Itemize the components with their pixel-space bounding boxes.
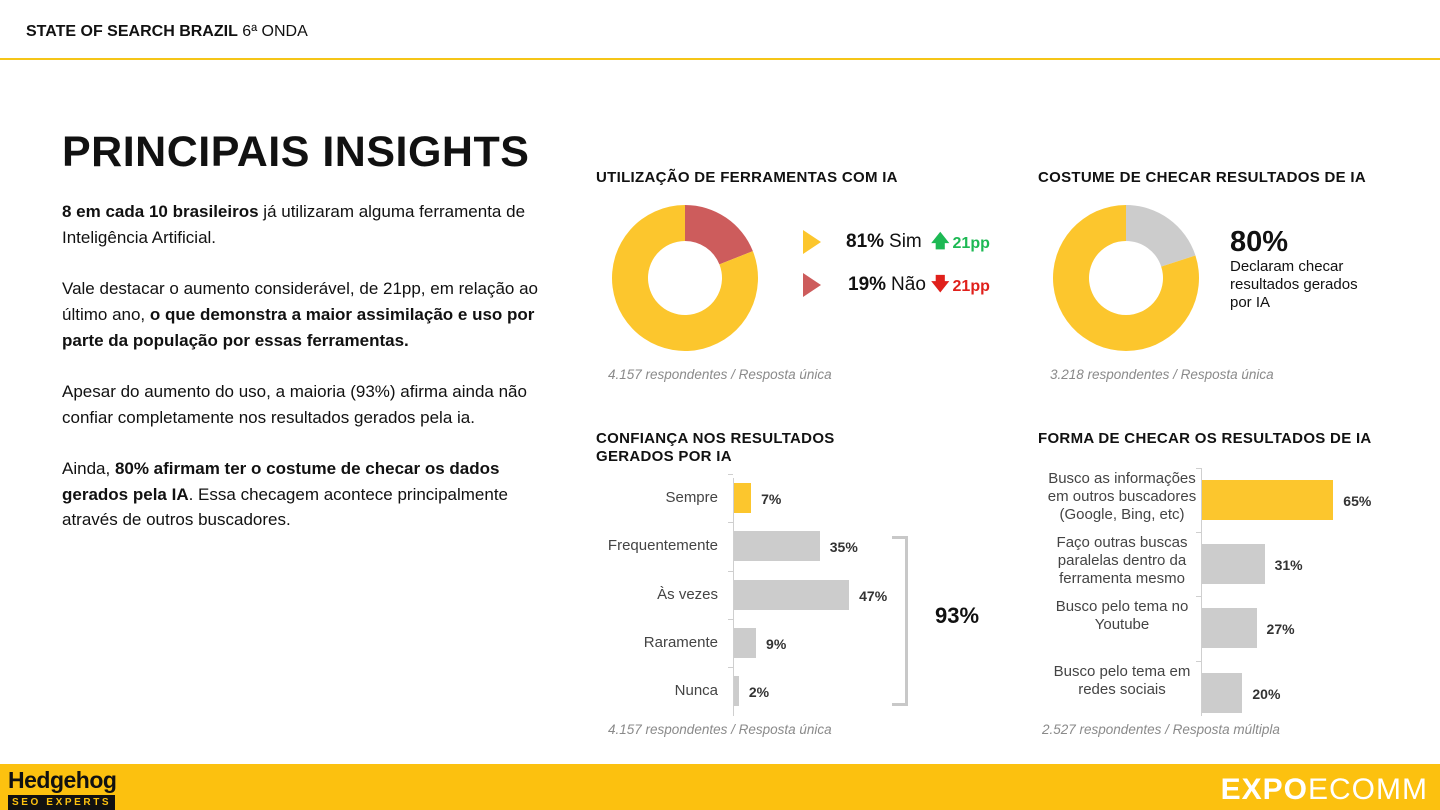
method-tick <box>1196 532 1201 534</box>
usage-slice-1 <box>612 205 758 351</box>
trust-bar <box>734 531 820 562</box>
legend-yes-change: 🡅 21pp <box>931 229 990 259</box>
method-tick <box>1196 468 1201 469</box>
trust-tick <box>728 570 733 572</box>
trust-tick <box>728 474 733 475</box>
trust-bar-value: 35% <box>829 539 858 556</box>
page-title: PRINCIPAIS INSIGHTS <box>62 128 530 176</box>
method-bar-value: 65% <box>1343 493 1372 509</box>
trust-bar <box>734 676 739 707</box>
legend-no-label: Não <box>891 274 926 295</box>
usage-donut-chart <box>612 205 758 351</box>
legend-no: 19% Não <box>803 273 926 297</box>
trust-bar-label: Raramente <box>643 633 718 651</box>
method-bar-value: 27% <box>1266 621 1295 638</box>
insight-paragraph-3: Apesar do aumento do uso, a maioria (93%… <box>62 381 527 427</box>
trust-bar-value: 9% <box>766 635 787 652</box>
method-tick <box>1196 596 1201 598</box>
trust-bracket <box>892 536 908 706</box>
trust-bar <box>734 579 850 610</box>
check-habit-value: 80% <box>1230 226 1289 258</box>
top-bar: STATE OF SEARCH BRAZIL 6ª ONDA <box>0 0 1440 60</box>
trust-footnote: 4.157 respondentes / Resposta única <box>608 722 832 737</box>
trust-bar-label: Frequentemente <box>607 537 718 555</box>
legend-no-change: 🡇 21pp <box>931 272 990 302</box>
insight-paragraph-1: 8 em cada 10 brasileiros já utilizaram a… <box>62 202 526 247</box>
check-habit-description: Declaram checar resultados gerados por I… <box>1230 258 1358 311</box>
trust-bar <box>734 627 757 658</box>
legend-no-pct: 19% <box>848 274 887 295</box>
trust-bar-value: 7% <box>761 491 782 507</box>
usage-slice-2 <box>685 205 753 265</box>
check-method-footnote: 2.527 respondentes / Resposta múltipla <box>1042 722 1280 737</box>
method-bar-value: 31% <box>1274 557 1303 574</box>
trust-bar-value: 47% <box>859 587 888 604</box>
trust-bar-label: Sempre <box>665 489 718 506</box>
trust-bar <box>734 483 752 513</box>
insight-paragraph-4: Ainda, 80% afirmam ter o costume de chec… <box>62 458 509 530</box>
legend-yes-marker <box>803 230 821 254</box>
insight-paragraph-2: Vale destacar o aumento considerável, de… <box>62 279 538 350</box>
legend-yes-pct: 81% <box>846 231 885 252</box>
report-title: STATE OF SEARCH BRAZIL 6ª ONDA <box>26 23 308 40</box>
chart-usage-title: UTILIZAÇÃO DE FERRAMENTAS COM IA <box>596 169 898 186</box>
arrow-up-icon: 🡅 <box>931 231 950 251</box>
method-bar <box>1202 672 1243 713</box>
chart-trust-title: CONFIANÇA NOS RESULTADOS GERADOS POR IA <box>596 430 835 465</box>
check-habit-donut-chart <box>1053 205 1199 351</box>
trust-tick <box>728 618 733 620</box>
chart-check-habit-title: COSTUME DE CHECAR RESULTADOS DE IA <box>1038 169 1366 186</box>
insights-column: PRINCIPAIS INSIGHTS 8 em cada 10 brasile… <box>62 128 542 533</box>
check-habit-slice-2 <box>1126 205 1196 267</box>
legend-no-marker <box>803 273 821 297</box>
trust-bar-label: Às vezes <box>657 585 718 603</box>
method-bar <box>1202 544 1265 585</box>
method-bar <box>1202 480 1334 520</box>
method-bar-label: Busco as informações em outros buscadore… <box>1047 470 1197 523</box>
arrow-down-icon: 🡇 <box>931 274 950 294</box>
expoecomm-logo: EXPOECOMM <box>1220 773 1428 806</box>
method-bar-label: Busco pelo tema em redes sociais <box>1053 662 1191 698</box>
trust-tick <box>728 667 733 669</box>
method-axis <box>1201 468 1202 716</box>
trust-bar-value: 2% <box>748 684 770 701</box>
check-habit-slice-1 <box>1053 205 1199 351</box>
legend-yes: 81% Sim <box>803 230 922 254</box>
hedgehog-logo: Hedgehog SEO EXPERTS <box>8 767 117 810</box>
trust-bracket-value: 93% <box>935 603 980 628</box>
method-bar-label: Busco pelo tema no Youtube <box>1055 598 1189 634</box>
method-bar <box>1202 608 1257 649</box>
method-tick <box>1196 660 1201 662</box>
trust-bar-label: Nunca <box>674 682 718 700</box>
method-bar-value: 20% <box>1252 685 1281 702</box>
check-habit-footnote: 3.218 respondentes / Resposta única <box>1050 367 1274 382</box>
method-bar-label: Faço outras buscas paralelas dentro da f… <box>1056 534 1188 588</box>
usage-footnote: 4.157 respondentes / Resposta única <box>608 367 832 382</box>
legend-yes-label: Sim <box>889 231 922 252</box>
chart-check-method-title: FORMA DE CHECAR OS RESULTADOS DE IA <box>1038 430 1372 447</box>
footer-bar: Hedgehog SEO EXPERTS EXPOECOMM <box>0 764 1440 810</box>
trust-tick <box>728 522 733 524</box>
trust-axis <box>733 478 734 716</box>
